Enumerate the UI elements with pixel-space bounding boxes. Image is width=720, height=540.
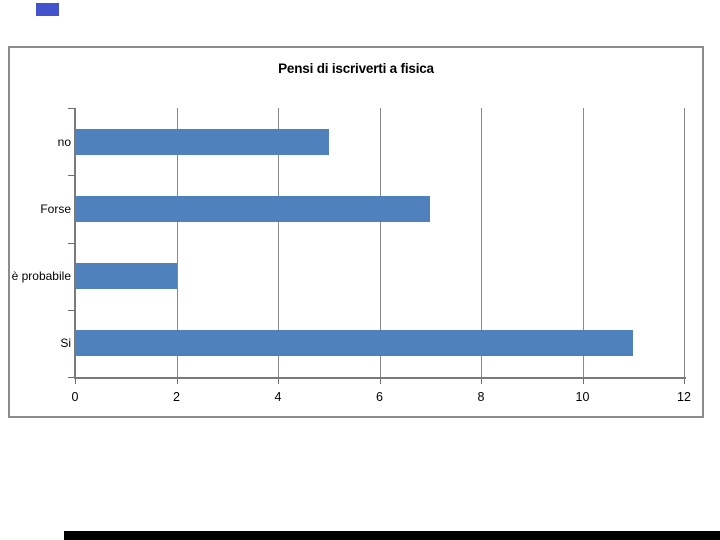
- chart-title: Pensi di iscriverti a fisica: [278, 61, 434, 76]
- x-axis-line: [75, 377, 686, 379]
- x-tick-label-4: 4: [274, 390, 282, 404]
- x-tick-label-6: 6: [376, 390, 383, 404]
- bar-Si: [76, 330, 633, 356]
- category-label-Forse: Forse: [40, 202, 71, 216]
- chart-frame: [8, 46, 704, 418]
- x-tick-label-2: 2: [173, 390, 180, 404]
- gridline-x-12: [684, 108, 685, 377]
- gridline-x-6: [379, 108, 381, 377]
- x-tick-label-8: 8: [477, 390, 485, 404]
- bar-Forse: [76, 196, 430, 222]
- y-axis-tick: [68, 243, 75, 244]
- x-axis-tick: [278, 379, 279, 384]
- y-axis-tick: [68, 108, 75, 109]
- x-axis-tick: [481, 379, 482, 384]
- x-axis-tick: [75, 379, 76, 384]
- y-axis-tick: [68, 377, 75, 378]
- y-axis-tick: [68, 175, 75, 176]
- x-tick-label-0: 0: [71, 390, 79, 404]
- gridline-x-4: [278, 108, 279, 377]
- category-label-no: no: [57, 135, 71, 149]
- x-axis-tick: [684, 379, 685, 384]
- y-axis-tick: [68, 310, 75, 311]
- x-axis-tick: [379, 379, 381, 384]
- y-axis-line: [74, 108, 76, 379]
- category-label-Si: Si: [60, 336, 71, 350]
- gridline-x-2: [176, 108, 178, 377]
- category-label-è-probabile: è probabile: [11, 269, 71, 283]
- gridline-x-8: [481, 108, 482, 377]
- bar-è-probabile: [76, 263, 177, 289]
- blue-square-decoration: [36, 3, 59, 16]
- bottom-black-bar: [64, 531, 720, 540]
- x-axis-tick: [176, 379, 178, 384]
- x-axis-tick: [582, 379, 584, 384]
- x-tick-label-10: 10: [575, 390, 590, 404]
- x-tick-label-12: 12: [677, 390, 691, 404]
- bar-no: [76, 129, 329, 155]
- gridline-x-10: [582, 108, 584, 377]
